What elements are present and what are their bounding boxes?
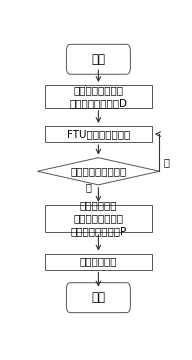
Text: 根据网络拓扑结构
形成网络描述矩阵D: 根据网络拓扑结构 形成网络描述矩阵D	[69, 85, 127, 108]
Text: 根据故障信息
生成故障电流支路
末端指点判断矩阵P: 根据故障信息 生成故障电流支路 末端指点判断矩阵P	[70, 200, 127, 237]
Bar	[45, 126, 152, 142]
Bar	[45, 253, 152, 270]
Bar	[45, 205, 152, 232]
Polygon shape	[37, 158, 159, 185]
Text: 判断是否有故障电流: 判断是否有故障电流	[70, 166, 127, 176]
Bar	[45, 85, 152, 108]
Text: 否: 否	[163, 157, 169, 167]
Text: 是: 是	[86, 182, 92, 192]
Text: 确定故障区段: 确定故障区段	[80, 257, 117, 267]
FancyBboxPatch shape	[66, 283, 130, 312]
Text: FTU采集各开关信息: FTU采集各开关信息	[67, 129, 130, 139]
Text: 开始: 开始	[91, 53, 105, 66]
Text: 结束: 结束	[91, 291, 105, 304]
FancyBboxPatch shape	[66, 44, 130, 74]
